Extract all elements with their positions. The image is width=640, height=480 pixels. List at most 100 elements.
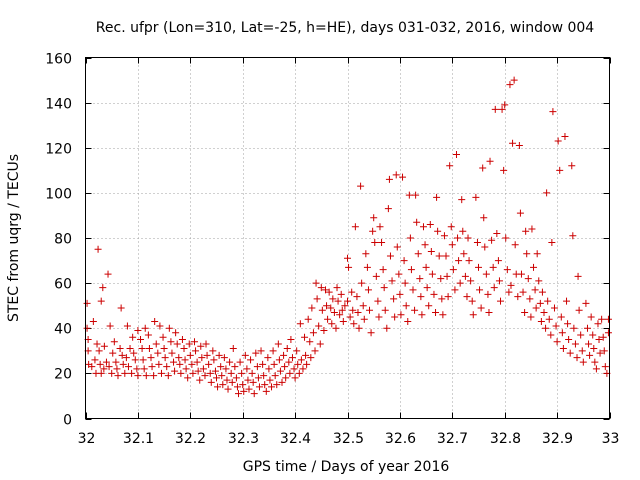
data-point [514,293,522,301]
data-point [293,347,301,355]
data-point [148,363,156,371]
data-point [374,297,382,305]
data-point [524,275,532,283]
data-point [339,317,347,325]
data-point [182,365,190,373]
data-point [501,101,509,109]
data-point [344,297,351,305]
x-tick-label: 32.9 [542,431,573,447]
data-point [220,354,228,362]
data-point [465,257,473,265]
data-point [523,250,531,258]
data-point [495,277,503,285]
data-point [565,336,573,344]
data-point [604,315,612,323]
data-point [449,266,457,274]
x-tick-label: 32.2 [175,431,206,447]
data-point [217,363,225,371]
data-point [202,340,210,348]
data-point [250,390,258,398]
data-point [205,360,213,368]
data-point [417,293,425,301]
data-point [241,351,249,359]
data-point [354,308,362,316]
data-point [155,360,163,368]
data-point [253,363,261,371]
data-point [222,365,230,373]
data-point [240,387,248,395]
data-point [100,342,108,350]
data-point [336,311,344,319]
data-point [112,358,120,366]
data-point [317,284,325,292]
data-point [558,329,566,337]
x-tick-label: 33 [602,431,620,447]
data-point [433,193,441,201]
data-point [409,286,417,294]
data-point [178,336,186,344]
data-point [145,345,153,353]
data-point [538,288,546,296]
data-point [391,313,399,321]
data-point [573,354,581,362]
data-point [311,347,319,355]
data-point [579,358,587,366]
data-point [390,295,398,303]
data-point [96,360,104,368]
data-point [590,345,598,353]
data-point [511,241,519,249]
data-point [537,317,545,325]
data-point [446,162,454,170]
data-point [106,322,114,330]
data-point [569,232,577,240]
data-point [223,376,231,384]
data-point [193,358,201,366]
data-point [229,345,237,353]
data-point [595,336,603,344]
data-point [411,306,419,314]
data-point [102,358,110,366]
y-tick-label: 100 [45,187,72,203]
data-point [516,209,524,217]
data-point [198,354,206,362]
x-tick-label: 32.3 [228,431,259,447]
data-point [159,333,167,341]
data-point [105,363,113,371]
y-tick-label: 40 [54,322,72,338]
data-point [316,340,324,348]
data-point [481,243,489,251]
data-point [297,356,305,364]
data-point [405,191,413,199]
data-point [276,367,284,375]
data-point [131,356,139,364]
data-point [238,369,246,377]
data-point [171,367,179,375]
data-point [432,308,440,316]
data-point [598,315,606,323]
data-point [402,302,410,310]
data-point [181,356,189,364]
data-point [124,363,132,371]
data-point [95,347,103,355]
data-point [532,304,540,312]
data-point [544,297,552,305]
data-point [599,333,607,341]
data-point [362,250,370,258]
data-point [461,272,469,280]
y-tick-label: 140 [45,97,72,113]
data-point [500,166,508,174]
data-point [547,331,555,339]
data-point [444,293,452,301]
data-point [203,351,211,359]
data-point [100,365,108,373]
data-point [430,290,438,298]
data-point [142,372,150,380]
data-point [252,349,260,357]
data-point [83,299,91,307]
data-point [233,383,241,391]
data-point [210,356,218,364]
data-point [490,284,498,292]
data-point [448,241,456,249]
data-point [521,308,529,316]
